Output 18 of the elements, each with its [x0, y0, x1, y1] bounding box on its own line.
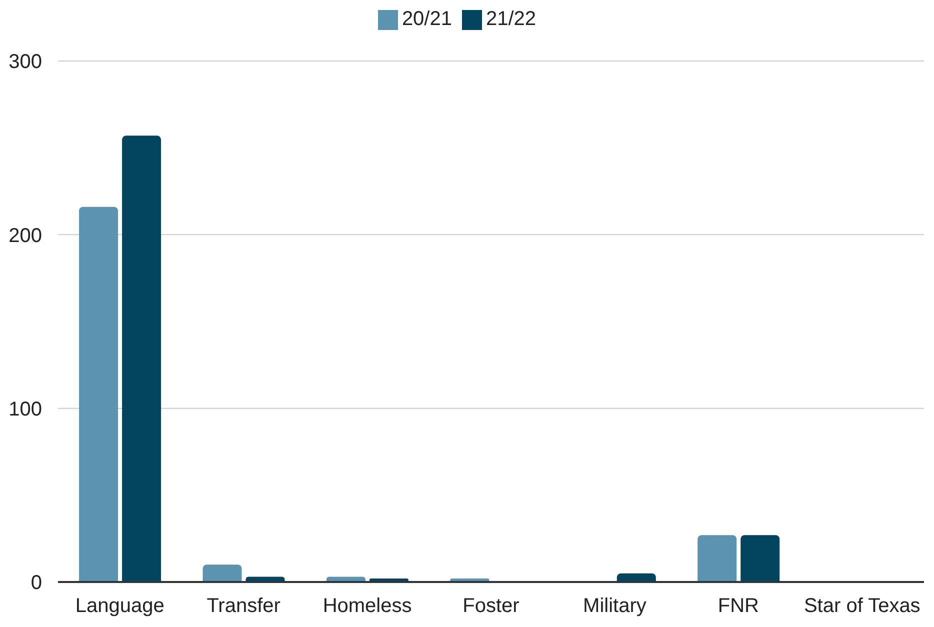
x-tick-label: Military	[583, 595, 646, 618]
y-tick-label: 200	[8, 224, 42, 247]
y-tick-label: 100	[8, 398, 42, 420]
legend-label: 20/21	[402, 8, 452, 30]
y-tick-label: 300	[8, 51, 42, 74]
bar	[698, 535, 737, 582]
bar	[79, 206, 118, 582]
x-tick-label: FNR	[718, 595, 759, 618]
legend-label: 21/22	[486, 8, 536, 30]
bar	[122, 136, 162, 582]
x-tick-label: Homeless	[322, 595, 412, 618]
x-tick-label: Language	[75, 595, 164, 618]
bar	[202, 564, 242, 582]
bar	[740, 535, 780, 582]
y-tick-label: 0	[30, 572, 42, 594]
x-tick-label: Star of Texas	[804, 595, 920, 618]
x-tick-label: Transfer	[206, 595, 281, 618]
x-tick-label: Foster	[462, 595, 520, 618]
